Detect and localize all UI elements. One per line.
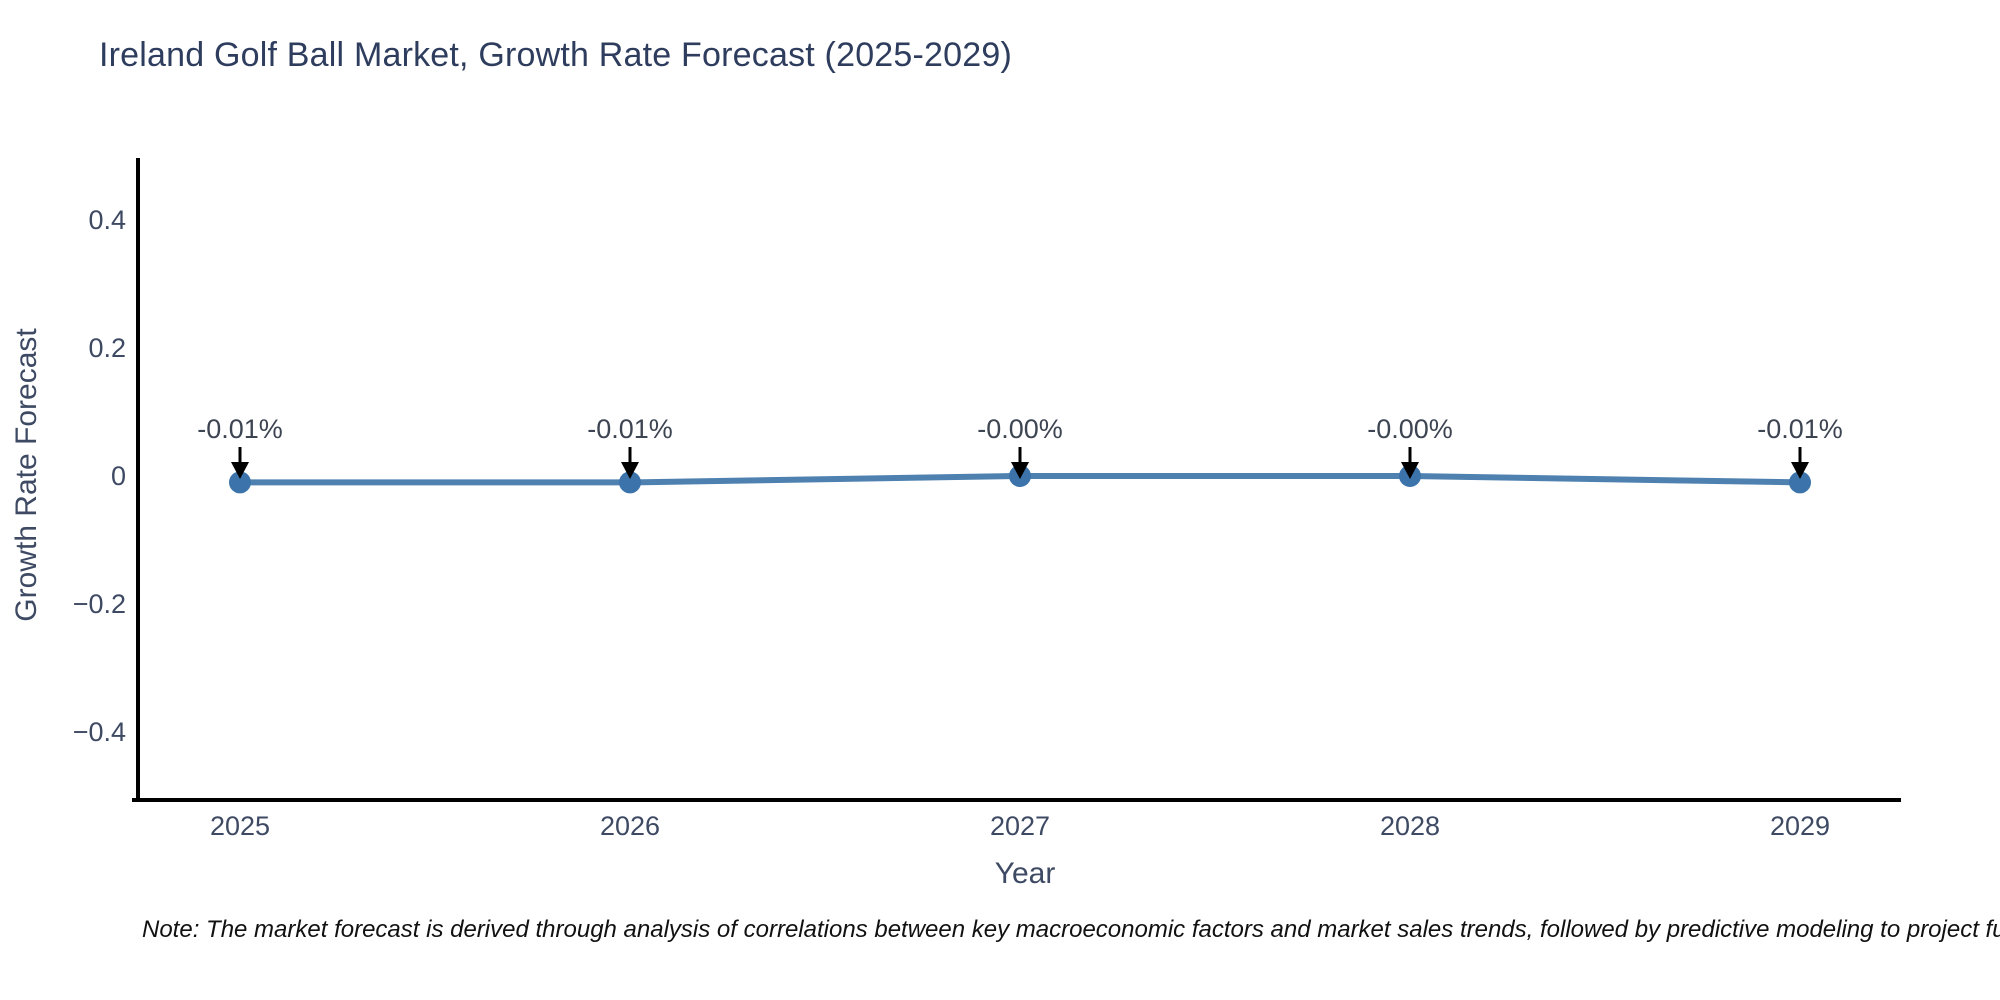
annotation-arrow-head (1011, 462, 1029, 479)
annotation-arrow-head (1791, 462, 1809, 479)
annotation-arrow-head (621, 462, 639, 479)
chart-title: Ireland Golf Ball Market, Growth Rate Fo… (99, 36, 1012, 74)
y-tick-label: 0.2 (88, 333, 126, 363)
annotation-label: -0.00% (977, 414, 1063, 444)
x-tick-label: 2025 (210, 811, 270, 841)
chart-note: Note: The market forecast is derived thr… (142, 916, 2000, 943)
data-point-marker (229, 471, 251, 494)
y-tick-label: −0.4 (73, 717, 126, 747)
x-axis-title: Year (994, 857, 1056, 890)
x-tick-label: 2029 (1770, 811, 1830, 841)
annotation-arrow-head (231, 462, 249, 479)
data-point-marker (1789, 471, 1811, 494)
x-tick-label: 2026 (600, 811, 660, 841)
x-tick-label: 2028 (1380, 811, 1440, 841)
data-point-marker (619, 471, 641, 494)
x-tick-label: 2027 (990, 811, 1050, 841)
y-tick-label: 0.4 (88, 205, 126, 235)
annotation-label: -0.00% (1367, 414, 1453, 444)
y-tick-label: −0.2 (73, 589, 126, 619)
annotation-arrow-head (1401, 462, 1419, 479)
annotation-label: -0.01% (587, 414, 673, 444)
y-tick-label: 0 (111, 461, 126, 491)
annotation-label: -0.01% (197, 414, 283, 444)
annotation-label: -0.01% (1757, 414, 1843, 444)
